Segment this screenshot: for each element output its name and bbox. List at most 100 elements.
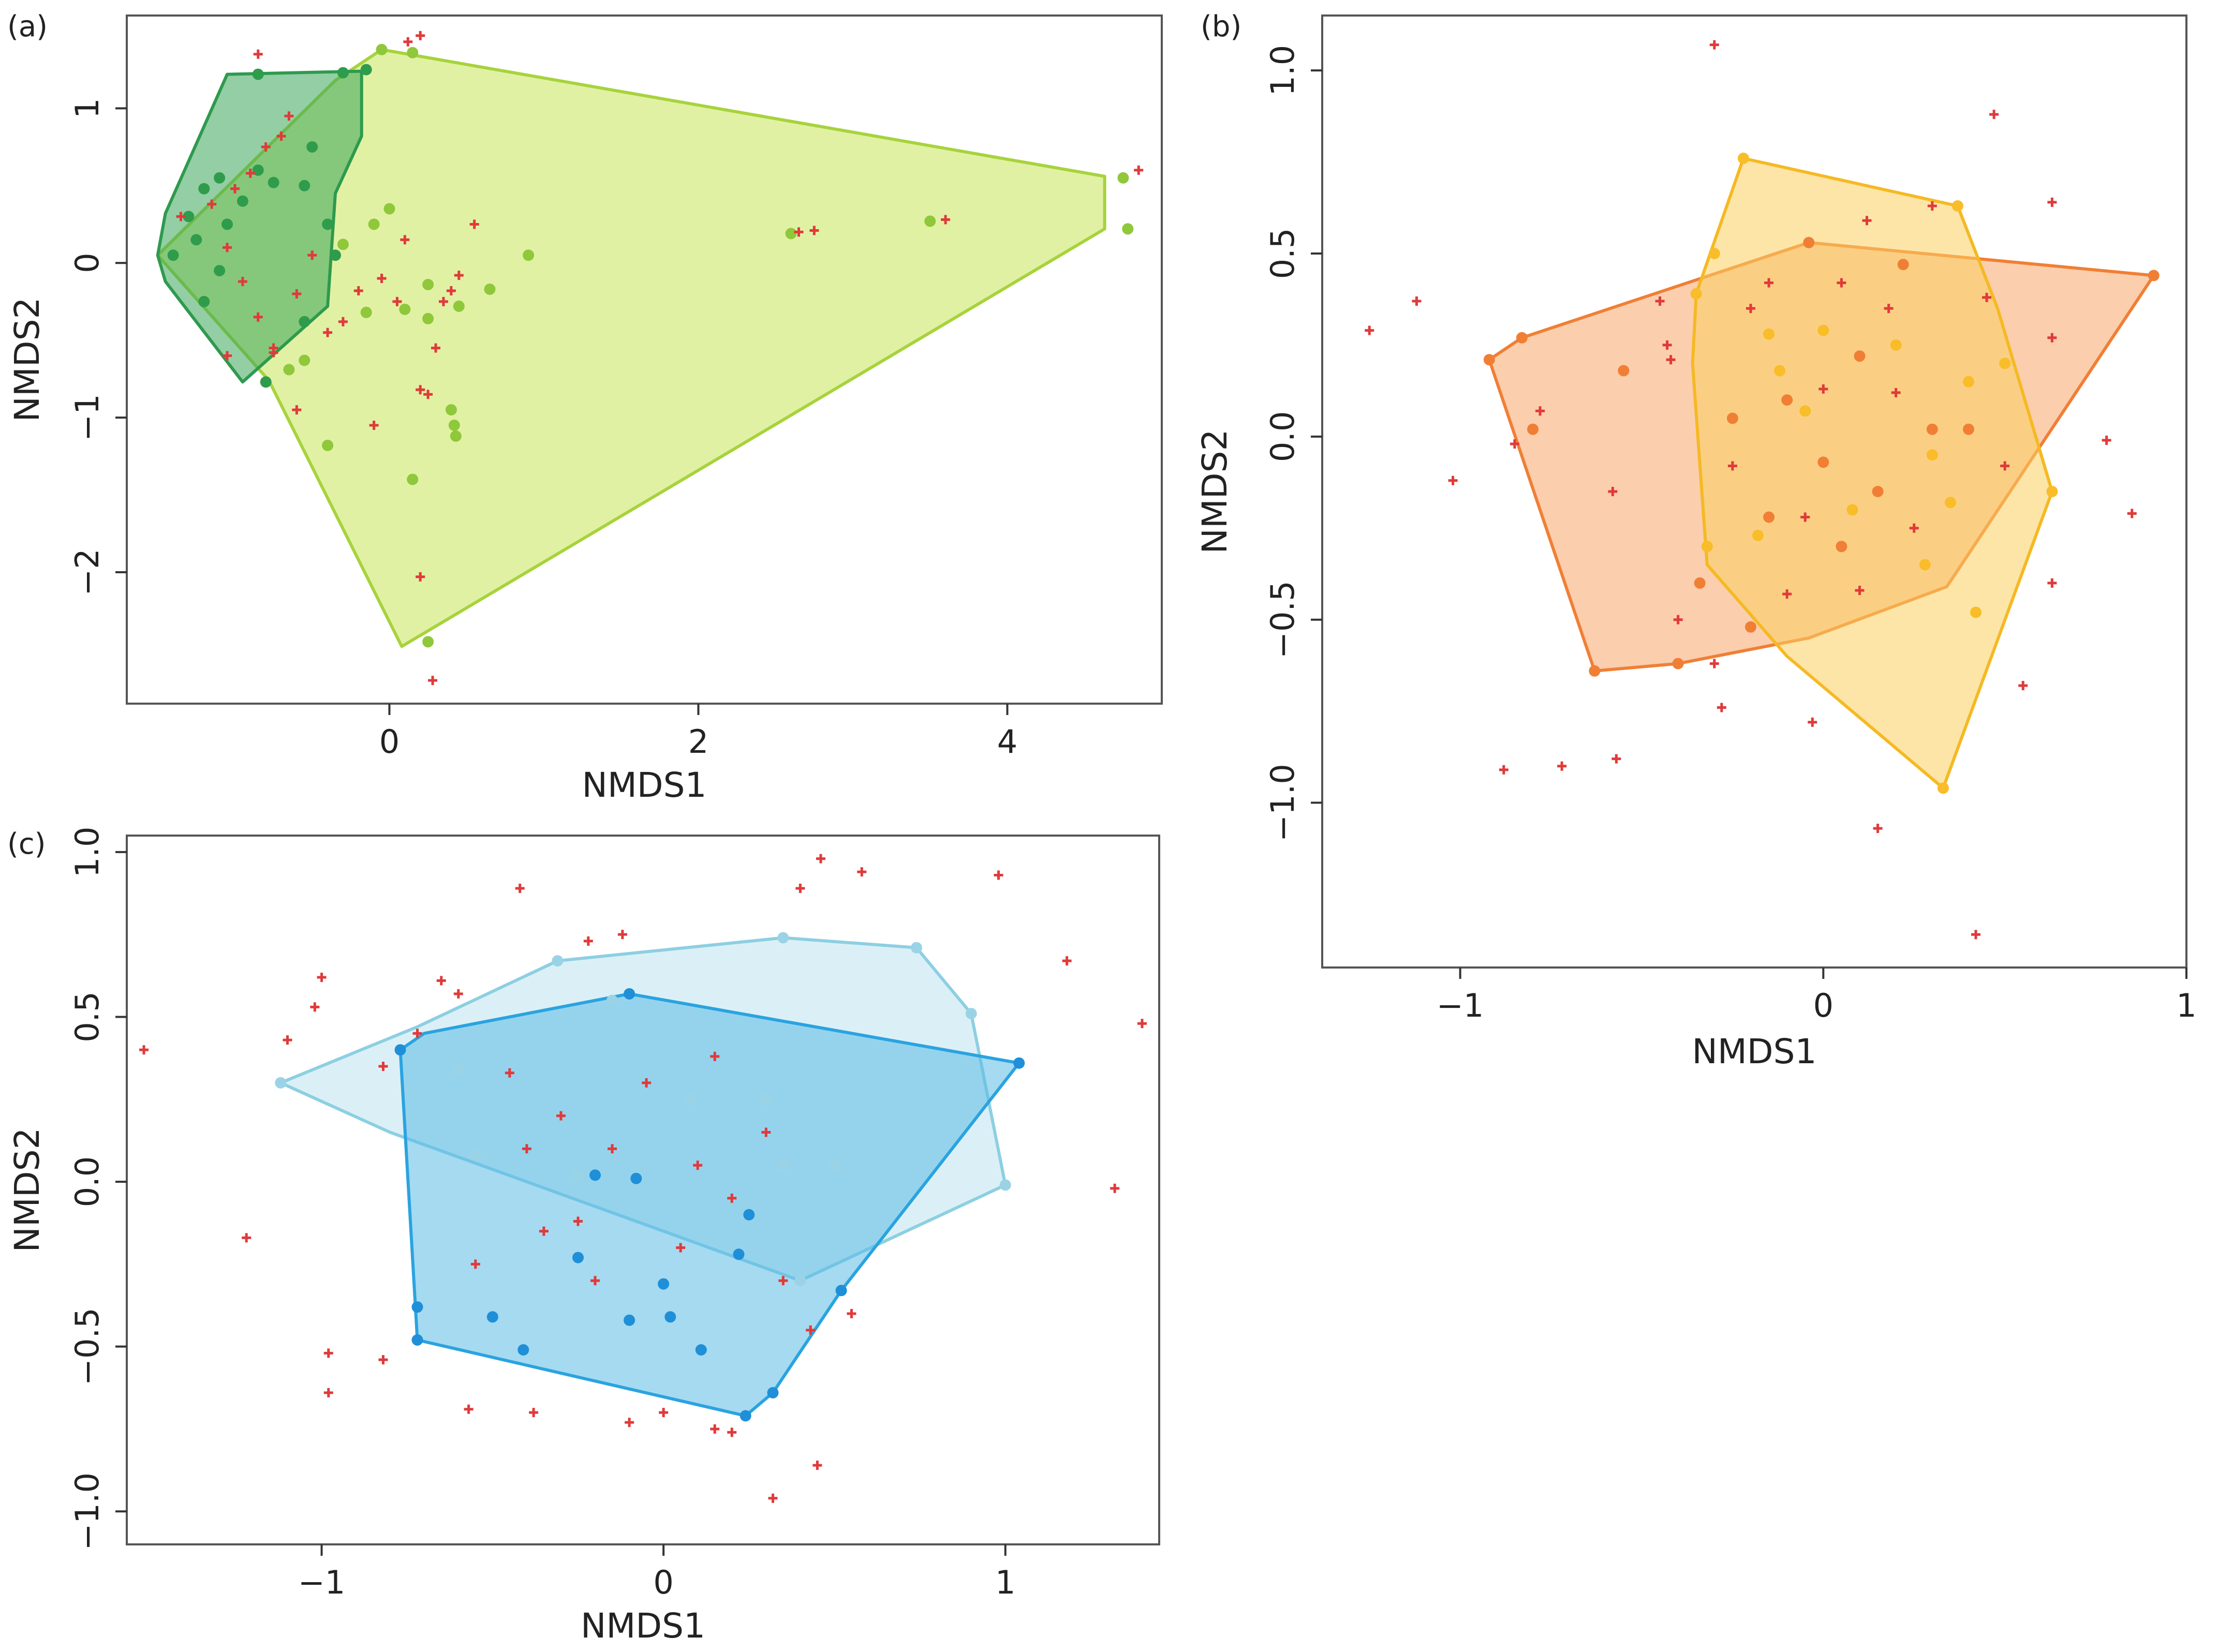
dot-point: [450, 430, 462, 442]
cross-point: [353, 286, 363, 295]
dot-point: [198, 295, 210, 307]
dot-point: [1846, 504, 1858, 516]
dot-point: [1897, 259, 1909, 271]
y-tick-label: 1.0: [1264, 45, 1302, 96]
cross-point: [1608, 487, 1618, 496]
dot-point: [1817, 324, 1829, 336]
cross-point: [292, 405, 302, 415]
cross-point: [573, 1216, 583, 1226]
dot-point: [1122, 223, 1134, 235]
dot-point: [740, 1410, 751, 1422]
cross-point: [1764, 278, 1774, 288]
x-tick-label: 0: [653, 1564, 673, 1601]
cross-point: [806, 1325, 816, 1335]
dot-point: [767, 1387, 779, 1398]
dot-point: [733, 1248, 745, 1260]
dot-point: [1690, 288, 1702, 300]
x-tick-label: 4: [997, 723, 1017, 761]
cross-point: [2047, 333, 2057, 343]
y-tick-label: −0.5: [1264, 581, 1302, 659]
dot-point: [624, 1314, 635, 1326]
cross-point: [436, 976, 446, 986]
dot-point: [183, 211, 195, 222]
x-tick-label: 1: [995, 1564, 1015, 1601]
dot-point: [1708, 248, 1720, 259]
y-tick-label: 1.0: [68, 827, 106, 878]
cross-point: [1971, 930, 1981, 940]
panel-a-letter: (a): [7, 10, 48, 43]
x-axis-title: NMDS1: [581, 1606, 705, 1646]
dot-point: [685, 1093, 697, 1105]
dot-point: [214, 172, 226, 184]
cross-point: [428, 676, 438, 686]
dot-point: [1701, 541, 1713, 553]
cross-point: [276, 131, 286, 141]
cross-point: [464, 1404, 474, 1414]
cross-point: [659, 1408, 669, 1418]
cross-point: [778, 1276, 788, 1286]
plot-frame: [126, 835, 1160, 1545]
dot-point: [999, 1179, 1011, 1191]
cross-point: [378, 1062, 388, 1071]
cross-point: [416, 572, 425, 582]
dot-point: [1919, 559, 1931, 571]
cross-point: [423, 390, 433, 399]
dot-point: [1817, 456, 1829, 468]
cross-point: [317, 973, 327, 982]
cross-point: [242, 1233, 252, 1243]
dot-point: [252, 68, 264, 80]
dot-point: [1963, 376, 1974, 388]
dot-point: [360, 64, 372, 76]
cross-point: [1673, 615, 1683, 624]
dot-point: [517, 1344, 529, 1356]
dot-point: [190, 234, 202, 246]
dot-point: [1726, 412, 1738, 424]
cross-point: [522, 1144, 531, 1154]
dot-point: [589, 1169, 601, 1181]
dot-point: [407, 47, 419, 58]
cross-point: [676, 1243, 686, 1253]
cross-point: [794, 227, 804, 237]
dot-point: [965, 1008, 977, 1020]
dot-point: [368, 218, 380, 230]
dot-point: [1854, 350, 1866, 362]
y-axis-title: NMDS2: [7, 1127, 47, 1252]
cross-point: [761, 1127, 771, 1137]
dot-point: [322, 218, 334, 230]
dot-point: [777, 1159, 789, 1171]
dot-point: [2046, 486, 2058, 497]
cross-point: [1110, 1183, 1120, 1193]
y-axis-title: NMDS2: [7, 297, 47, 422]
cross-point: [625, 1418, 634, 1427]
cross-point: [416, 385, 425, 395]
cross-point: [1499, 765, 1509, 775]
dot-point: [448, 420, 460, 431]
cross-point: [2047, 578, 2057, 588]
cross-point: [253, 49, 263, 59]
cross-point: [590, 1276, 600, 1286]
dot-point: [337, 67, 349, 79]
cross-point: [1891, 388, 1901, 397]
cross-point: [1884, 304, 1894, 314]
cross-point: [230, 184, 240, 194]
dot-point: [1618, 365, 1630, 377]
cross-point: [1818, 384, 1828, 394]
dot-point: [1117, 172, 1129, 184]
cross-point: [617, 930, 627, 940]
cross-point: [453, 989, 463, 999]
cross-point: [583, 936, 593, 946]
y-tick-label: 0.5: [1264, 228, 1302, 279]
cross-point: [727, 1193, 737, 1203]
dot-point: [221, 218, 233, 230]
dot-point: [1890, 339, 1902, 351]
cross-point: [1800, 512, 1810, 522]
dot-point: [360, 306, 372, 318]
dot-point: [1745, 621, 1756, 633]
dot-point: [658, 1278, 670, 1290]
cross-point: [1655, 296, 1665, 306]
cross-point: [2000, 461, 2010, 471]
cross-point: [847, 1308, 856, 1318]
dot-point: [422, 312, 434, 324]
cross-point: [1808, 717, 1817, 727]
